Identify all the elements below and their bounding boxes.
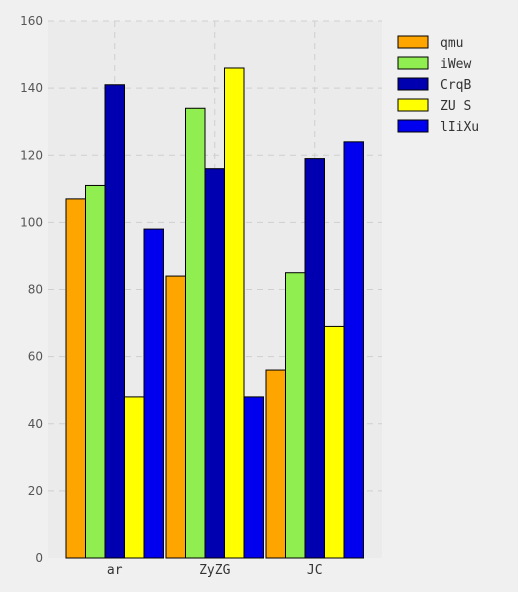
legend-swatch — [397, 77, 429, 91]
y-tick-label: 60 — [28, 350, 43, 364]
x-tick-label: ZyZG — [199, 563, 230, 578]
legend: qmu iWew CrqB ZU S lIiXu — [397, 35, 479, 135]
y-tick-label: 20 — [28, 484, 43, 498]
bars — [65, 67, 364, 559]
bar-ZU-S-ZyZG — [224, 67, 245, 559]
legend-swatch — [397, 98, 429, 112]
bar-iWew-ar — [85, 184, 106, 559]
legend-label: iWew — [440, 57, 471, 72]
legend-label: qmu — [440, 36, 463, 51]
bar-CrqB-JC — [304, 158, 325, 559]
y-tick-label: 80 — [28, 283, 43, 297]
bar-CrqB-ZyZG — [204, 168, 225, 559]
legend-label: CrqB — [440, 78, 471, 93]
legend-swatch — [397, 35, 429, 49]
x-tick-label: JC — [307, 563, 323, 578]
legend-label: lIiXu — [440, 120, 479, 135]
bar-CrqB-ar — [104, 84, 125, 559]
x-axis: ar ZyZG JC — [107, 563, 323, 578]
y-tick-label: 0 — [35, 551, 43, 565]
y-tick-label: 160 — [20, 14, 43, 28]
bar-lIiXu-JC — [343, 141, 364, 559]
bar-lIiXu-ZyZG — [243, 396, 264, 559]
y-tick-label: 100 — [20, 215, 43, 229]
y-axis: 0 20 40 60 80 100 120 140 160 — [20, 14, 43, 565]
legend-swatch — [397, 56, 429, 70]
bar-qmu-ZyZG — [165, 275, 186, 559]
legend-swatch — [397, 119, 429, 133]
x-tick-label: ar — [107, 563, 123, 578]
y-tick-label: 40 — [28, 417, 43, 431]
bar-ZU-S-ar — [124, 396, 145, 559]
bar-iWew-JC — [285, 272, 306, 559]
bar-lIiXu-ar — [143, 228, 164, 559]
legend-label: ZU S — [440, 99, 471, 114]
y-tick-label: 120 — [20, 148, 43, 162]
bar-ZU-S-JC — [324, 325, 345, 559]
y-tick-label: 140 — [20, 81, 43, 95]
bar-iWew-ZyZG — [185, 107, 206, 559]
bar-qmu-JC — [265, 369, 286, 559]
bar-qmu-ar — [65, 198, 86, 559]
